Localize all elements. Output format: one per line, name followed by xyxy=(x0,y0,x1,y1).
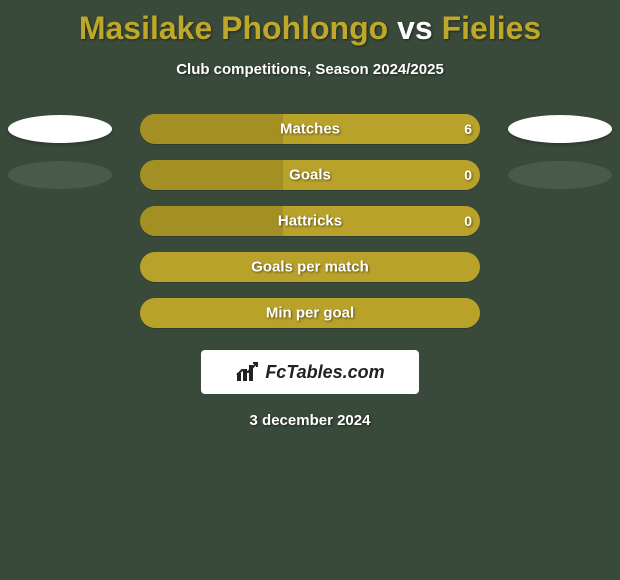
stat-bar: Goals 0 xyxy=(140,160,480,190)
stat-bar: Goals per match xyxy=(140,252,480,282)
stat-bar: Matches 6 xyxy=(140,114,480,144)
stat-value-right: 0 xyxy=(464,167,472,183)
stat-label: Matches xyxy=(280,121,340,138)
stat-value-right: 0 xyxy=(464,213,472,229)
right-ellipse xyxy=(508,115,612,143)
stat-bar: Hattricks 0 xyxy=(140,206,480,236)
bar-left xyxy=(140,114,283,144)
vs-text: vs xyxy=(397,10,433,46)
left-ellipse xyxy=(8,115,112,143)
stats-list: Matches 6 Goals 0 Hattricks 0 Goals per match M… xyxy=(0,114,620,328)
stat-row: Matches 6 xyxy=(0,114,620,144)
date-text: 3 december 2024 xyxy=(0,412,620,429)
stat-label: Goals per match xyxy=(251,259,369,276)
player1-name: Masilake Phohlongo xyxy=(79,10,388,46)
logo-text: FcTables.com xyxy=(265,362,384,383)
stat-row: Hattricks 0 xyxy=(0,206,620,236)
fctables-logo[interactable]: FcTables.com xyxy=(201,350,419,394)
page-title: Masilake Phohlongo vs Fielies xyxy=(0,10,620,47)
stat-label: Hattricks xyxy=(278,213,342,230)
bar-left xyxy=(140,206,283,236)
bar-left xyxy=(140,160,283,190)
stat-value-right: 6 xyxy=(464,121,472,137)
stat-row: Goals per match xyxy=(0,252,620,282)
stat-label: Goals xyxy=(289,167,331,184)
right-ellipse xyxy=(508,161,612,189)
left-ellipse xyxy=(8,161,112,189)
subtitle: Club competitions, Season 2024/2025 xyxy=(0,61,620,78)
stat-row: Goals 0 xyxy=(0,160,620,190)
stat-label: Min per goal xyxy=(266,305,354,322)
player2-name: Fielies xyxy=(442,10,542,46)
stat-bar: Min per goal xyxy=(140,298,480,328)
chart-icon xyxy=(235,361,263,383)
stat-row: Min per goal xyxy=(0,298,620,328)
